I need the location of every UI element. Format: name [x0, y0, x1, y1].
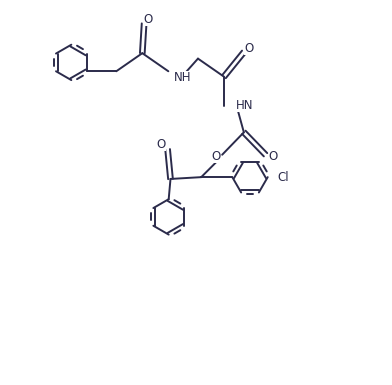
- Text: O: O: [144, 13, 153, 27]
- Text: O: O: [212, 150, 221, 163]
- Text: NH: NH: [174, 71, 191, 84]
- Text: O: O: [244, 42, 254, 55]
- Text: HN: HN: [236, 99, 253, 112]
- Text: O: O: [156, 139, 166, 151]
- Text: Cl: Cl: [277, 171, 289, 184]
- Text: O: O: [269, 150, 278, 163]
